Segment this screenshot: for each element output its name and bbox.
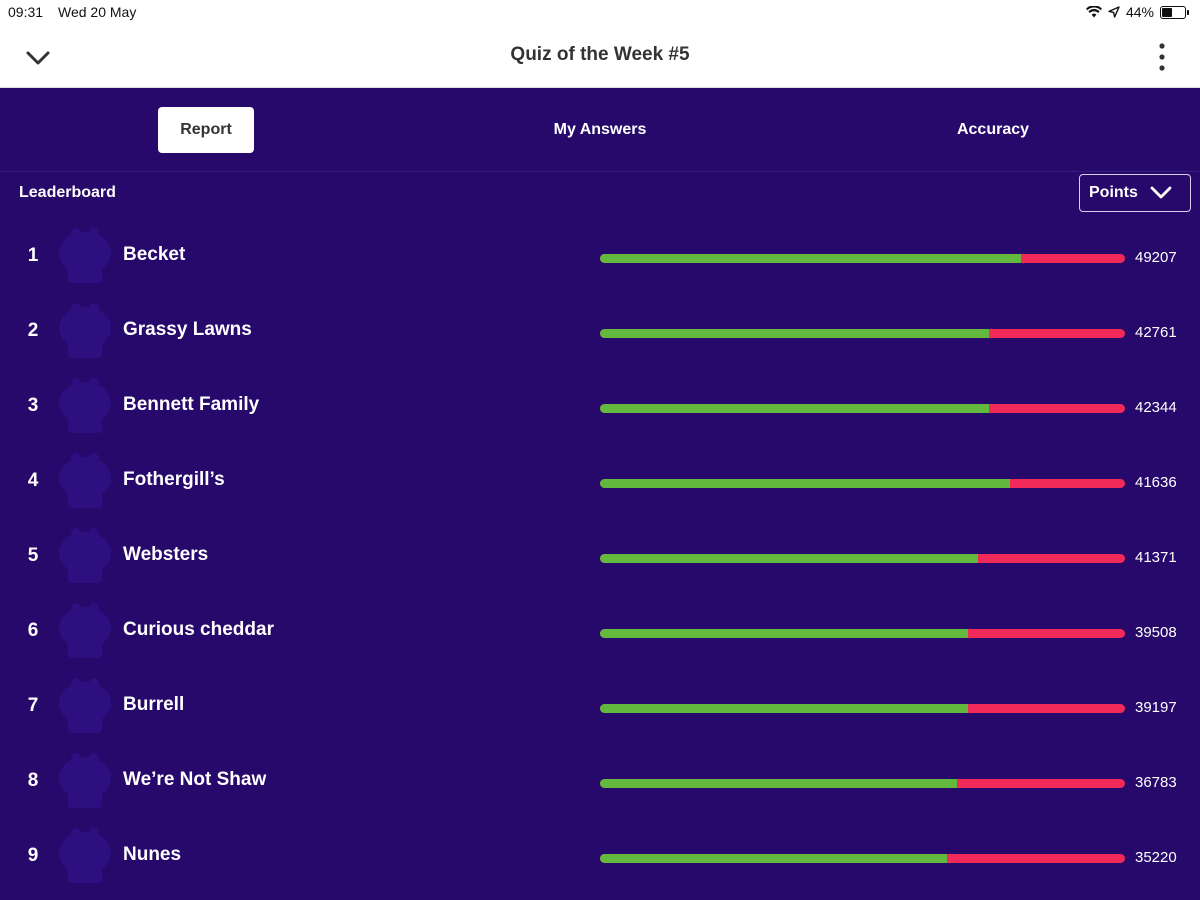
tab-accuracy[interactable]: Accuracy	[956, 121, 1030, 138]
rank-number: 5	[27, 545, 39, 566]
chevron-down-icon[interactable]	[24, 43, 52, 71]
score: 39197	[1135, 699, 1177, 716]
player-name: Burrell	[123, 694, 185, 715]
status-date: Wed 20 May	[58, 4, 137, 20]
score: 41371	[1135, 549, 1177, 566]
player-name: Nunes	[123, 844, 182, 865]
score: 35220	[1135, 849, 1177, 866]
page-title: Quiz of the Week #5	[510, 44, 690, 65]
correct-portion	[600, 254, 1022, 263]
avatar	[56, 375, 114, 435]
score: 42761	[1135, 324, 1177, 341]
player-name: We’re Not Shaw	[123, 769, 267, 790]
score: 36783	[1135, 774, 1177, 791]
accuracy-bar	[600, 479, 1125, 488]
player-name: Becket	[123, 244, 186, 265]
avatar	[56, 750, 114, 810]
leaderboard-row[interactable]: 2 Grassy Lawns 42761	[0, 296, 1200, 371]
accuracy-bar	[600, 254, 1125, 263]
leaderboard-row[interactable]: 3 Bennett Family 42344	[0, 371, 1200, 446]
score: 49207	[1135, 249, 1177, 266]
player-name: Fothergill’s	[123, 469, 225, 490]
accuracy-bar	[600, 329, 1125, 338]
accuracy-bar	[600, 704, 1125, 713]
leaderboard-row[interactable]: 6 Curious cheddar 39508	[0, 596, 1200, 671]
player-name: Bennett Family	[123, 394, 260, 415]
battery-icon	[1160, 5, 1189, 19]
tab-report[interactable]: Report	[158, 107, 254, 153]
leaderboard-row[interactable]: 9 Nunes 35220	[0, 821, 1200, 896]
status-indicators: 44%	[1085, 4, 1189, 20]
tab-my-answers[interactable]: My Answers	[553, 121, 647, 138]
correct-portion	[600, 704, 968, 713]
accuracy-bar	[600, 629, 1125, 638]
leaderboard-row[interactable]: 4 Fothergill’s 41636	[0, 446, 1200, 521]
sort-dropdown-label: Points	[1089, 184, 1138, 201]
rank-number: 4	[27, 470, 39, 491]
leaderboard-title: Leaderboard	[19, 184, 116, 201]
avatar	[56, 675, 114, 735]
correct-portion	[600, 629, 968, 638]
correct-portion	[600, 779, 957, 788]
correct-portion	[600, 479, 1010, 488]
rank-number: 8	[27, 770, 39, 791]
avatar	[56, 525, 114, 585]
rank-number: 6	[27, 620, 39, 641]
status-time: 09:31	[8, 4, 44, 20]
accuracy-bar	[600, 404, 1125, 413]
location-icon	[1108, 6, 1120, 18]
accuracy-bar	[600, 854, 1125, 863]
score: 42344	[1135, 399, 1177, 416]
correct-portion	[600, 554, 978, 563]
leaderboard-row[interactable]: 8 We’re Not Shaw 36783	[0, 746, 1200, 821]
player-name: Websters	[123, 544, 209, 565]
avatar	[56, 450, 114, 510]
tab-bar: Report My Answers Accuracy	[0, 88, 1200, 172]
player-name: Grassy Lawns	[123, 319, 252, 340]
correct-portion	[600, 404, 989, 413]
rank-number: 9	[27, 845, 39, 866]
avatar	[56, 300, 114, 360]
more-options-icon[interactable]	[1150, 42, 1174, 72]
accuracy-bar	[600, 779, 1125, 788]
rank-number: 2	[27, 320, 39, 341]
score: 41636	[1135, 474, 1177, 491]
rank-number: 7	[27, 695, 39, 716]
leaderboard-row[interactable]: 7 Burrell 39197	[0, 671, 1200, 746]
score: 39508	[1135, 624, 1177, 641]
sort-dropdown[interactable]: Points	[1079, 174, 1191, 212]
avatar	[56, 825, 114, 885]
player-name: Curious cheddar	[123, 619, 274, 640]
rank-number: 3	[27, 395, 39, 416]
chevron-down-icon	[1150, 186, 1172, 199]
correct-portion	[600, 329, 989, 338]
leaderboard-row[interactable]: 5 Websters 41371	[0, 521, 1200, 596]
avatar	[56, 600, 114, 660]
status-bar: 09:31 Wed 20 May 44%	[0, 0, 1200, 24]
correct-portion	[600, 854, 947, 863]
avatar	[56, 225, 114, 285]
wifi-icon	[1085, 6, 1102, 18]
app-header: Quiz of the Week #5	[0, 24, 1200, 88]
leaderboard-row[interactable]: 1 Becket 49207	[0, 221, 1200, 296]
rank-number: 1	[27, 245, 39, 266]
battery-percent: 44%	[1125, 4, 1154, 20]
accuracy-bar	[600, 554, 1125, 563]
